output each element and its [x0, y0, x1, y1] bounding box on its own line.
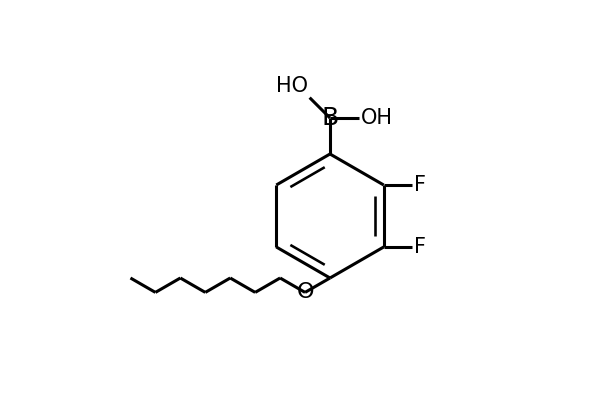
Text: B: B: [322, 106, 338, 130]
Text: F: F: [415, 175, 427, 195]
Text: HO: HO: [275, 76, 308, 96]
Text: F: F: [415, 237, 427, 257]
Text: OH: OH: [361, 108, 393, 128]
Text: O: O: [296, 282, 314, 302]
